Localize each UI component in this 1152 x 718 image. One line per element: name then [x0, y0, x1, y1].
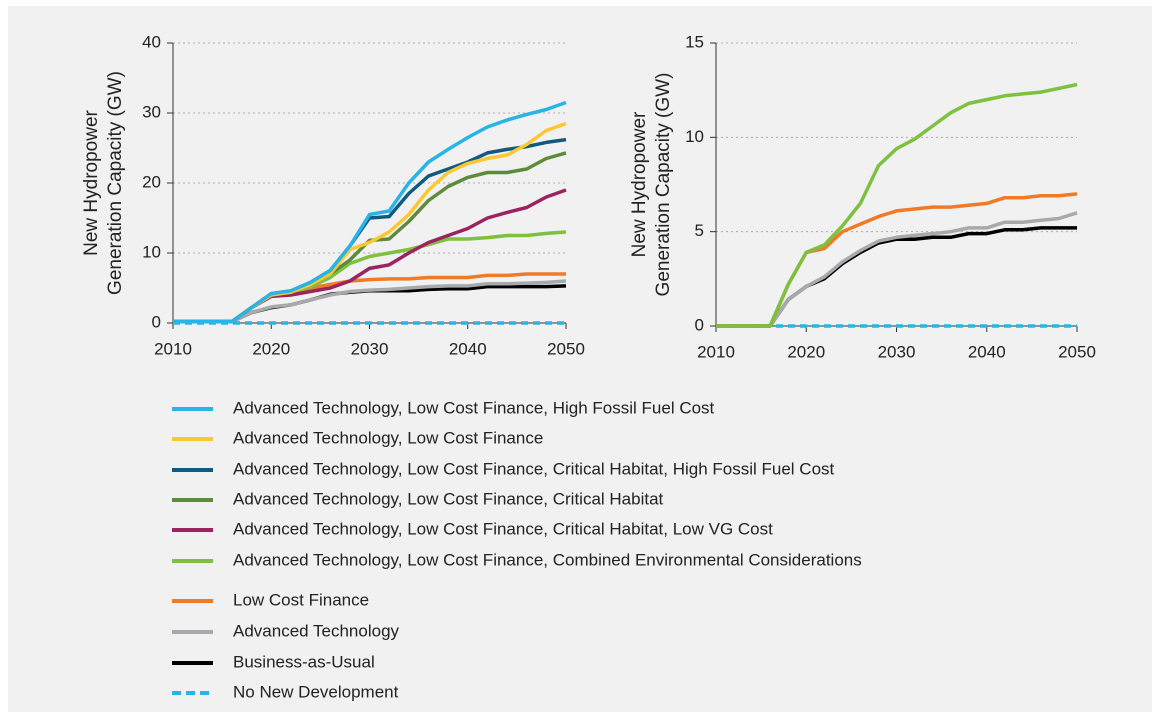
y-tick-label: 0 [152, 312, 161, 331]
y-tick-label: 15 [685, 32, 704, 51]
x-tick-label: 2020 [787, 342, 825, 361]
background [8, 6, 1152, 712]
x-tick-label: 2050 [1058, 342, 1096, 361]
legend-label: Low Cost Finance [233, 590, 369, 609]
legend-label: Advanced Technology, Low Cost Finance [233, 428, 543, 447]
x-tick-label: 2040 [449, 339, 487, 358]
x-tick-label: 2030 [878, 342, 916, 361]
series-line [716, 211, 1078, 328]
x-tick-label: 2020 [252, 339, 290, 358]
x-tick-label: 2030 [351, 339, 389, 358]
x-tick-label: 2040 [968, 342, 1006, 361]
legend-label: No New Development [233, 682, 399, 701]
y-tick-label: 30 [142, 102, 161, 121]
legend-label: Advanced Technology, Low Cost Finance, C… [233, 489, 664, 508]
x-tick-label: 2010 [154, 339, 192, 358]
x-tick-label: 2010 [697, 342, 735, 361]
y-tick-label: 40 [142, 32, 161, 51]
legend-label: Advanced Technology [233, 621, 400, 640]
y-axis-label: Generation Capacity (GW) [653, 73, 674, 297]
series-line [716, 82, 1078, 328]
legend-label: Advanced Technology, Low Cost Finance, C… [233, 519, 773, 538]
y-axis-label: New Hydropower [81, 109, 102, 255]
y-tick-label: 5 [695, 221, 704, 240]
legend-label: Business-as-Usual [233, 652, 375, 671]
series-line [173, 100, 567, 324]
y-tick-label: 10 [142, 242, 161, 261]
x-tick-label: 2050 [547, 339, 585, 358]
y-axis-label: Generation Capacity (GW) [105, 71, 126, 295]
legend-label: Advanced Technology, Low Cost Finance, H… [233, 398, 715, 417]
y-axis-label: New Hydropower [629, 111, 650, 257]
legend-label: Advanced Technology, Low Cost Finance, C… [233, 550, 862, 569]
y-tick-label: 0 [695, 315, 704, 334]
y-tick-label: 20 [142, 172, 161, 191]
y-tick-label: 10 [685, 127, 704, 146]
legend-label: Advanced Technology, Low Cost Finance, C… [233, 459, 835, 478]
